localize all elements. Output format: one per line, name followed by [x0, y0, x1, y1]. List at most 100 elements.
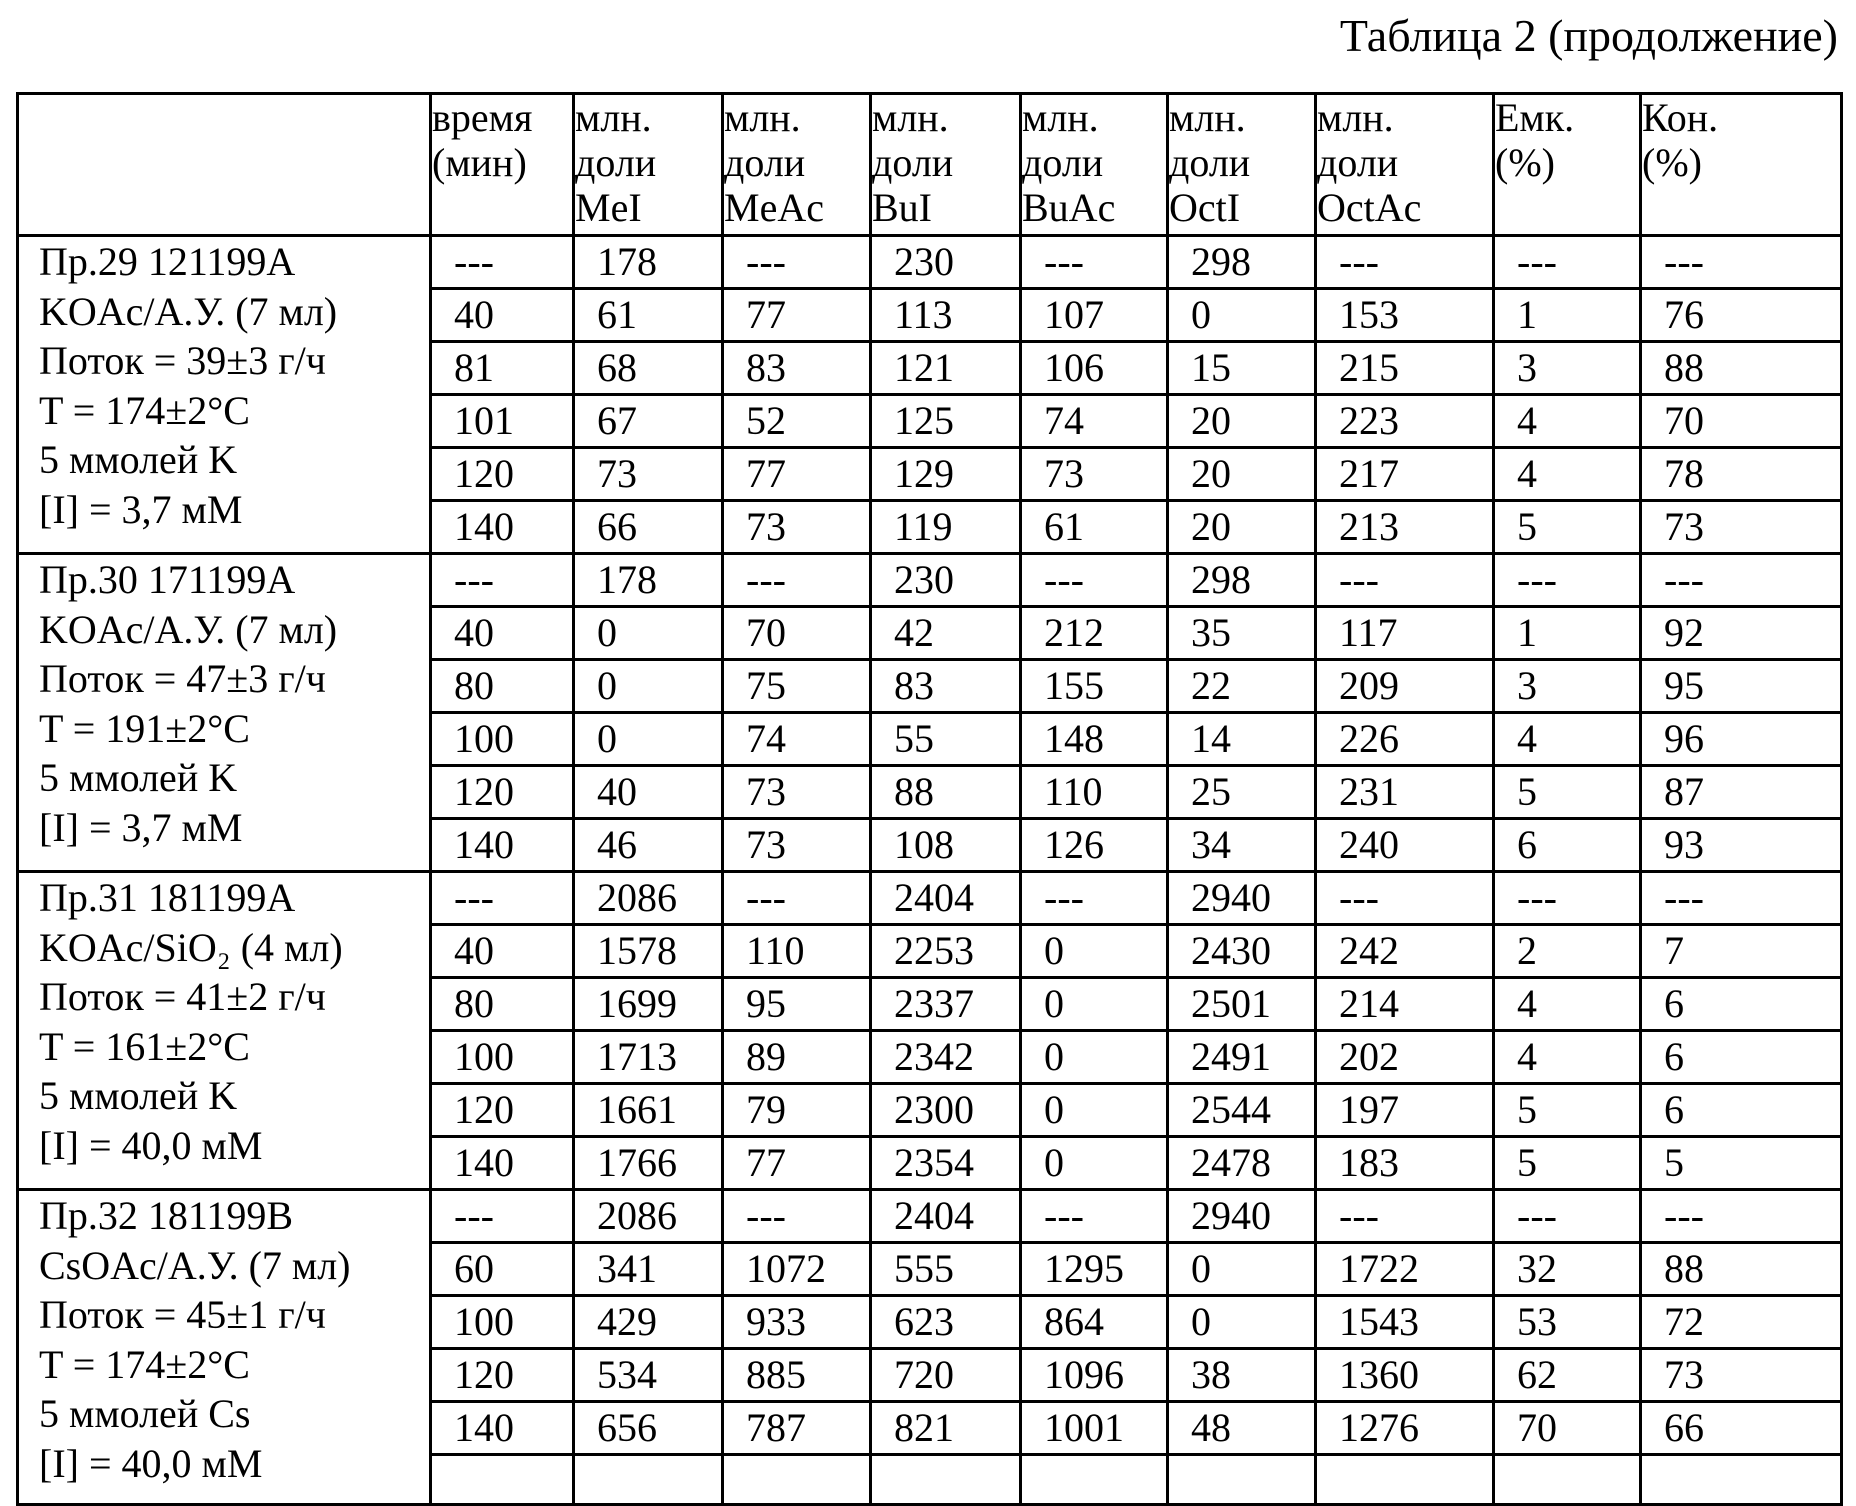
cell-conversion: 6	[1641, 978, 1842, 1031]
cell-octac: 1722	[1316, 1243, 1494, 1296]
cell-bui: 2354	[871, 1137, 1021, 1190]
cell-bui: 108	[871, 819, 1021, 872]
cell-value: 78	[1642, 449, 1840, 499]
cell-meac	[723, 1455, 871, 1505]
cell-value: 34	[1169, 820, 1314, 870]
cell-value: ---	[1022, 237, 1166, 287]
cell-time: ---	[431, 236, 574, 289]
cell-value: ---	[1022, 555, 1166, 605]
cell-mei: 1713	[574, 1031, 723, 1084]
cell-octi: 20	[1168, 501, 1316, 554]
cell-capacity: 62	[1494, 1349, 1641, 1402]
cell-time: ---	[431, 1190, 574, 1243]
cell-value: 100	[432, 714, 572, 764]
cell-value: 72	[1642, 1297, 1840, 1347]
cell-bui: 121	[871, 342, 1021, 395]
cell-value: 885	[724, 1350, 869, 1400]
cell-meac: 77	[723, 289, 871, 342]
cell-value: 40	[432, 926, 572, 976]
cell-value: 73	[575, 449, 721, 499]
cell-time: 140	[431, 1402, 574, 1455]
cell-value: 66	[575, 502, 721, 552]
cell-value: 80	[432, 979, 572, 1029]
experiment-condition: 5 ммолей K	[39, 435, 429, 485]
cell-time: 81	[431, 342, 574, 395]
cell-value: ---	[1642, 237, 1840, 287]
cell-conversion: 95	[1641, 660, 1842, 713]
cell-value	[575, 1456, 721, 1503]
cell-buac: ---	[1021, 236, 1168, 289]
cell-octi: 38	[1168, 1349, 1316, 1402]
cell-value: 214	[1317, 979, 1492, 1029]
experiment-condition: Пр.31 181199A	[39, 873, 429, 923]
cell-value: 231	[1317, 767, 1492, 817]
cell-octac	[1316, 1455, 1494, 1505]
cell-value: 87	[1642, 767, 1840, 817]
cell-value: 6	[1642, 1085, 1840, 1135]
cell-mei: 0	[574, 713, 723, 766]
cell-value: 3	[1495, 661, 1639, 711]
cell-value: 77	[724, 290, 869, 340]
cell-value: ---	[724, 555, 869, 605]
cell-octi: 20	[1168, 448, 1316, 501]
cell-bui: 88	[871, 766, 1021, 819]
cell-bui: 230	[871, 236, 1021, 289]
cell-octac: 117	[1316, 607, 1494, 660]
cell-meac: 95	[723, 978, 871, 1031]
cell-value: 1713	[575, 1032, 721, 1082]
cell-mei: 341	[574, 1243, 723, 1296]
experiment-condition: Пр.30 171199A	[39, 555, 429, 605]
cell-value: 46	[575, 820, 721, 870]
cell-value: 1766	[575, 1138, 721, 1188]
cell-value: 1699	[575, 979, 721, 1029]
cell-value: 120	[432, 767, 572, 817]
cell-meac: 73	[723, 819, 871, 872]
cell-buac: 0	[1021, 1137, 1168, 1190]
cell-value: ---	[1022, 873, 1166, 923]
cell-capacity: 3	[1494, 342, 1641, 395]
cell-time: 80	[431, 978, 574, 1031]
cell-value: ---	[1022, 1191, 1166, 1241]
header-row: время(мин) млн.долиMeI млн.долиMeAc млн.…	[18, 94, 1842, 236]
cell-value: 140	[432, 1138, 572, 1188]
cell-octi: 22	[1168, 660, 1316, 713]
cell-value: 4	[1495, 979, 1639, 1029]
cell-value: 73	[1642, 502, 1840, 552]
cell-capacity: 2	[1494, 925, 1641, 978]
cell-value: 2478	[1169, 1138, 1314, 1188]
experiment-label-cell: Пр.32 181199BCsOAc/А.У. (7 мл)Поток = 45…	[18, 1190, 431, 1505]
cell-value: 38	[1169, 1350, 1314, 1400]
cell-octac: ---	[1316, 872, 1494, 925]
cell-value: 70	[1642, 396, 1840, 446]
cell-time: 40	[431, 289, 574, 342]
cell-meac: 75	[723, 660, 871, 713]
cell-capacity: 32	[1494, 1243, 1641, 1296]
cell-buac: 126	[1021, 819, 1168, 872]
cell-value: 1722	[1317, 1244, 1492, 1294]
cell-conversion: 66	[1641, 1402, 1842, 1455]
cell-mei: 429	[574, 1296, 723, 1349]
cell-value: 787	[724, 1403, 869, 1453]
cell-value: 1578	[575, 926, 721, 976]
cell-value: 95	[1642, 661, 1840, 711]
cell-bui: 720	[871, 1349, 1021, 1402]
cell-octac: 153	[1316, 289, 1494, 342]
cell-conversion: 7	[1641, 925, 1842, 978]
cell-octac: 242	[1316, 925, 1494, 978]
cell-mei: 178	[574, 554, 723, 607]
cell-value: 20	[1169, 502, 1314, 552]
cell-conversion: 96	[1641, 713, 1842, 766]
cell-value: 341	[575, 1244, 721, 1294]
cell-value: 22	[1169, 661, 1314, 711]
cell-value: 117	[1317, 608, 1492, 658]
cell-value: 61	[575, 290, 721, 340]
cell-value: 2300	[872, 1085, 1019, 1135]
cell-octi: 0	[1168, 289, 1316, 342]
experiment-condition: Пр.29 121199A	[39, 237, 429, 287]
cell-capacity: 6	[1494, 819, 1641, 872]
cell-mei: 178	[574, 236, 723, 289]
experiment-condition: KOAc/А.У. (7 мл)	[39, 287, 429, 337]
cell-value: 96	[1642, 714, 1840, 764]
cell-bui: 119	[871, 501, 1021, 554]
cell-octac: ---	[1316, 236, 1494, 289]
